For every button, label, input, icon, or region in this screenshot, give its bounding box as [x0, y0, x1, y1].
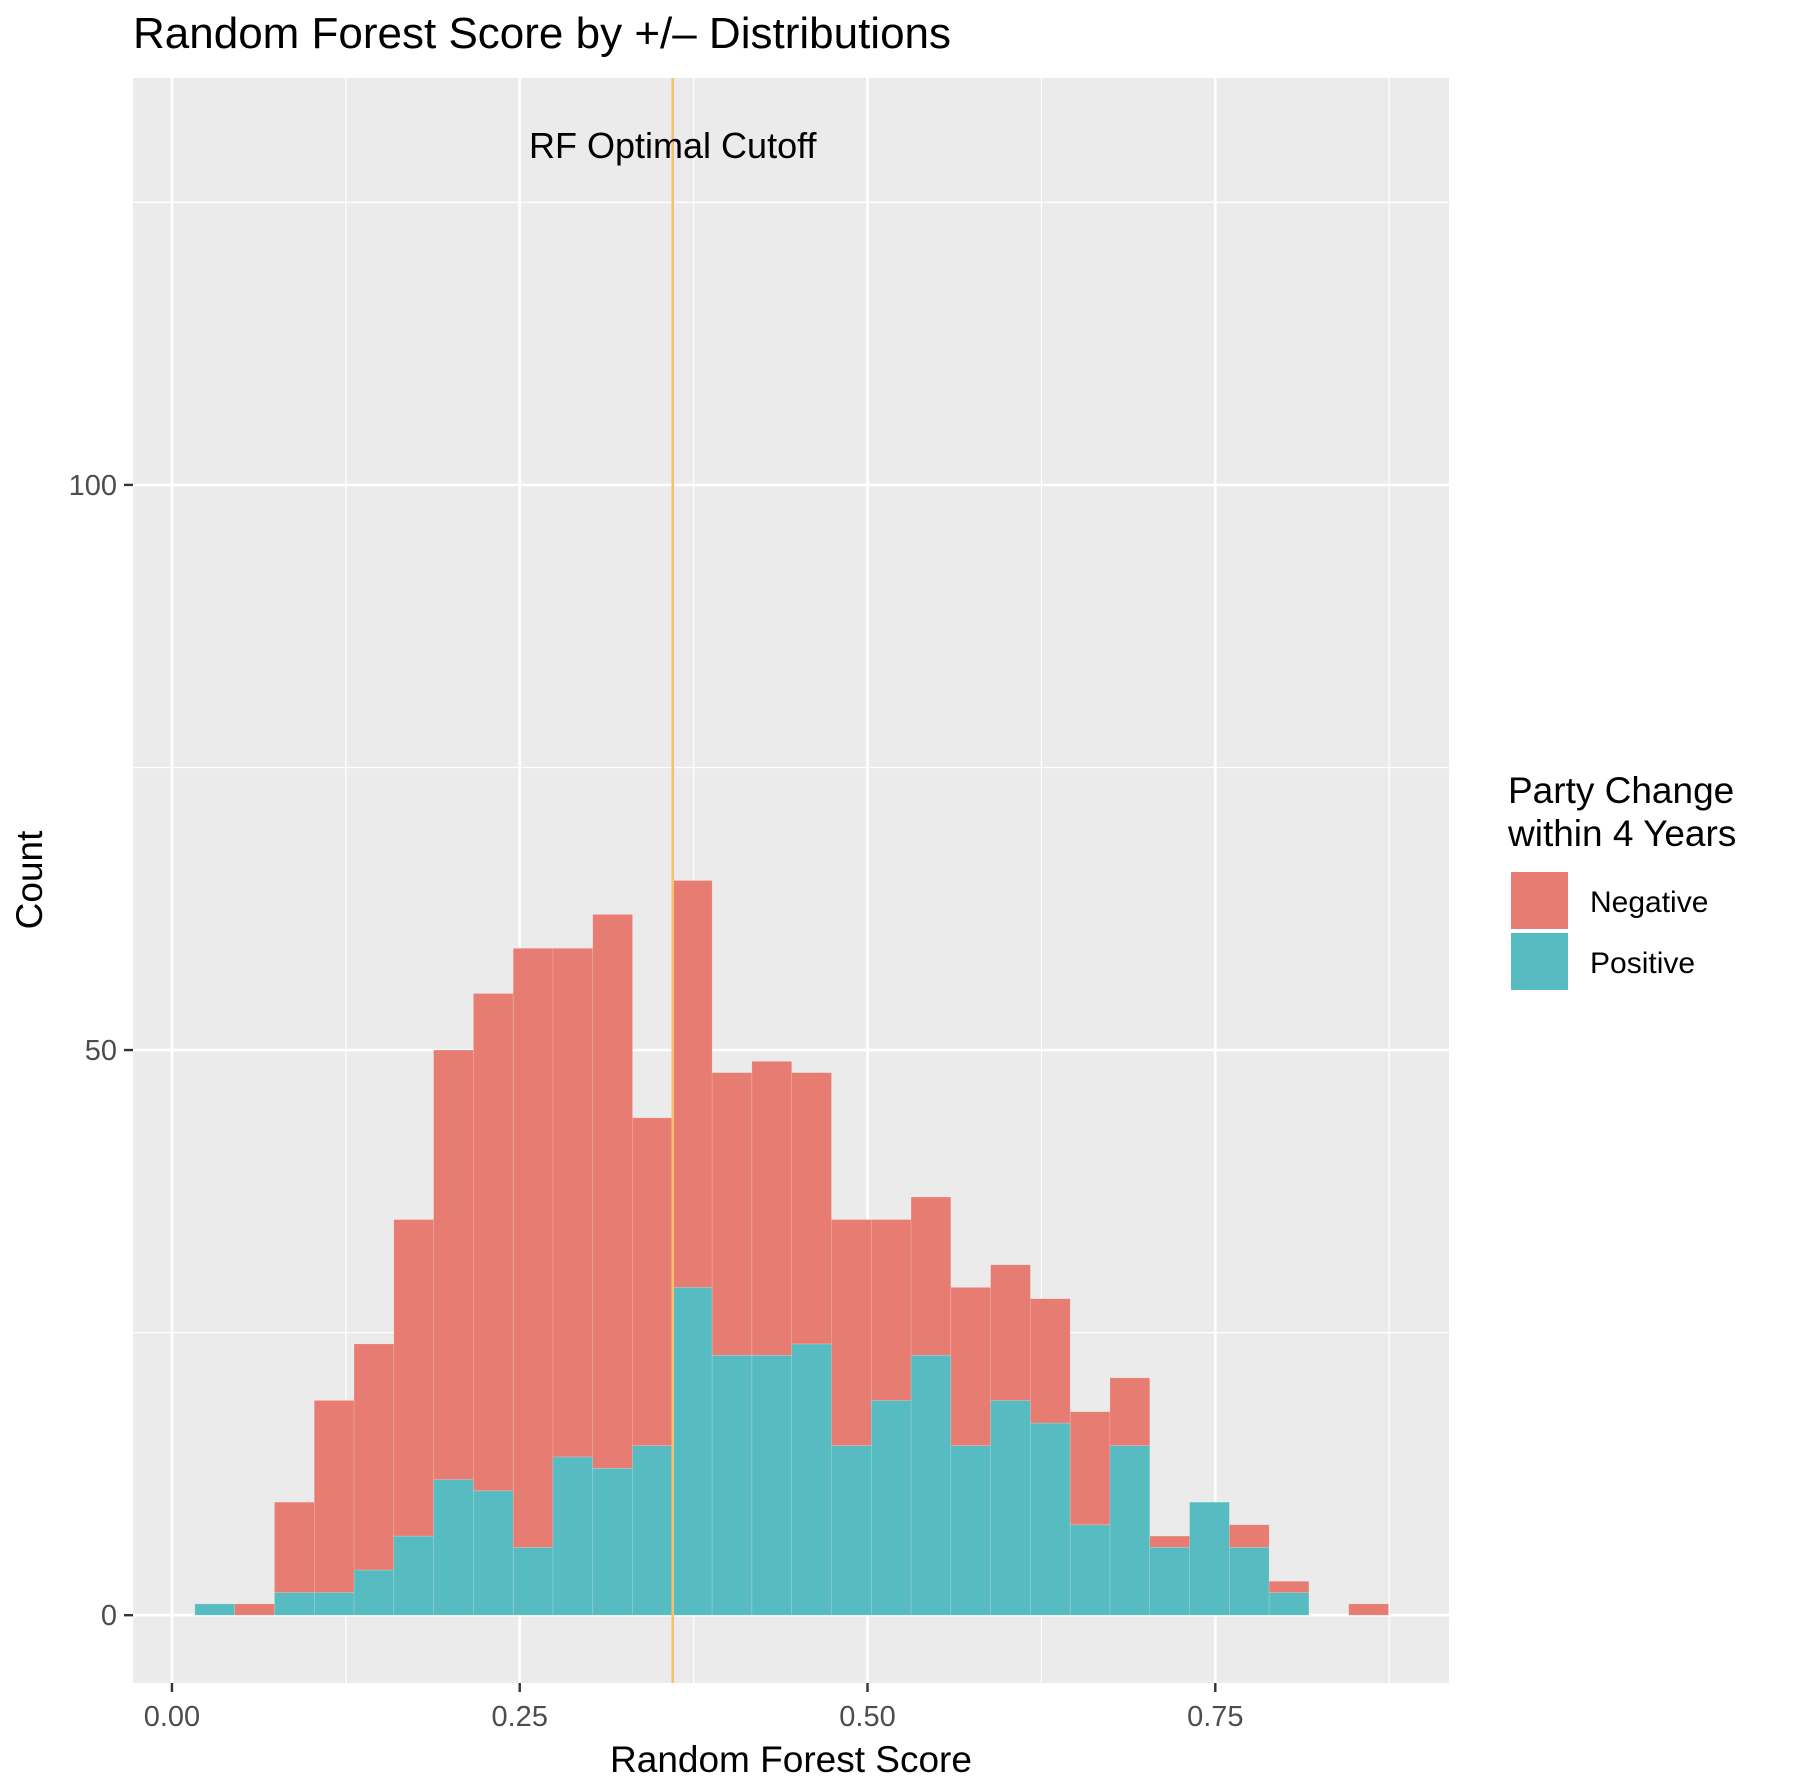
bar-negative — [1348, 1603, 1389, 1616]
bar-positive — [1189, 1501, 1230, 1616]
bar-positive — [672, 1287, 713, 1616]
chart-title: Random Forest Score by +/– Distributions — [133, 9, 951, 58]
bar-negative — [234, 1603, 275, 1616]
cutoff-annotation: RF Optimal Cutoff — [529, 78, 817, 1683]
bar-negative — [632, 1117, 673, 1446]
bar-positive — [990, 1400, 1031, 1616]
legend-label-negative: Negative — [1590, 886, 1708, 919]
bar-negative — [393, 1219, 434, 1537]
bar-positive — [632, 1445, 673, 1616]
bar-negative — [353, 1343, 395, 1571]
legend-key-negative — [1511, 872, 1568, 929]
bar-positive — [393, 1535, 434, 1616]
bar-positive — [194, 1603, 235, 1616]
y-tick-label: 0 — [101, 1600, 117, 1632]
legend-title-line2: within 4 Years — [1507, 813, 1736, 854]
bar-negative — [274, 1501, 315, 1593]
y-tick-label: 100 — [69, 470, 117, 502]
legend-key-positive — [1511, 933, 1568, 990]
bar-positive — [910, 1354, 952, 1616]
y-axis-title: Count — [9, 830, 50, 929]
bar-negative — [672, 880, 713, 1288]
bar-negative — [950, 1287, 991, 1446]
bar-positive — [512, 1547, 554, 1616]
bar-positive — [353, 1569, 395, 1616]
bar-negative — [592, 914, 633, 1469]
bar-negative — [1109, 1377, 1151, 1446]
x-tick-label: 0.00 — [144, 1701, 200, 1733]
legend-label-positive: Positive — [1590, 947, 1695, 980]
bar-positive — [1268, 1592, 1310, 1616]
bar-positive — [433, 1479, 474, 1616]
bar-negative — [433, 1049, 474, 1480]
x-tick-label: 0.75 — [1187, 1701, 1243, 1733]
bar-positive — [751, 1354, 792, 1616]
bar-negative — [990, 1264, 1031, 1401]
bar-negative — [552, 948, 594, 1458]
bar-negative — [1149, 1535, 1190, 1548]
bar-positive — [870, 1400, 912, 1616]
bar-positive — [313, 1592, 355, 1616]
x-axis: 0.00 0.25 0.50 0.75 — [144, 1683, 1244, 1733]
bar-negative — [870, 1219, 912, 1401]
bar-negative — [1229, 1524, 1270, 1548]
bar-negative — [1069, 1411, 1111, 1526]
bar-positive — [950, 1445, 991, 1616]
legend: Party Change within 4 Years Negative Pos… — [1507, 770, 1736, 990]
bar-positive — [791, 1343, 832, 1616]
bar-negative — [910, 1196, 952, 1356]
bars-group — [194, 880, 1389, 1616]
bar-negative — [512, 948, 554, 1548]
bar-positive — [1069, 1524, 1111, 1616]
bar-positive — [1149, 1547, 1190, 1616]
bar-negative — [313, 1400, 355, 1593]
bar-positive — [711, 1354, 753, 1616]
bar-positive — [1109, 1445, 1151, 1616]
bar-positive — [831, 1445, 872, 1616]
bar-negative — [791, 1072, 832, 1345]
bar-negative — [1030, 1298, 1071, 1424]
bar-negative — [751, 1061, 792, 1356]
bar-negative — [1268, 1580, 1310, 1593]
bar-negative — [473, 993, 514, 1492]
bar-positive — [274, 1592, 315, 1616]
x-axis-title: Random Forest Score — [610, 1739, 972, 1780]
bar-negative — [831, 1219, 872, 1446]
bar-positive — [1229, 1547, 1270, 1616]
x-tick-label: 0.50 — [839, 1701, 895, 1733]
x-tick-label: 0.25 — [492, 1701, 548, 1733]
bar-positive — [1030, 1422, 1071, 1616]
bar-positive — [552, 1456, 594, 1616]
bar-negative — [711, 1072, 753, 1356]
cutoff-label: RF Optimal Cutoff — [529, 125, 817, 166]
bar-positive — [473, 1490, 514, 1616]
y-tick-label: 50 — [85, 1035, 117, 1067]
legend-title-line1: Party Change — [1508, 770, 1734, 811]
bar-positive — [592, 1467, 633, 1616]
y-axis: 0 50 100 — [69, 470, 133, 1632]
